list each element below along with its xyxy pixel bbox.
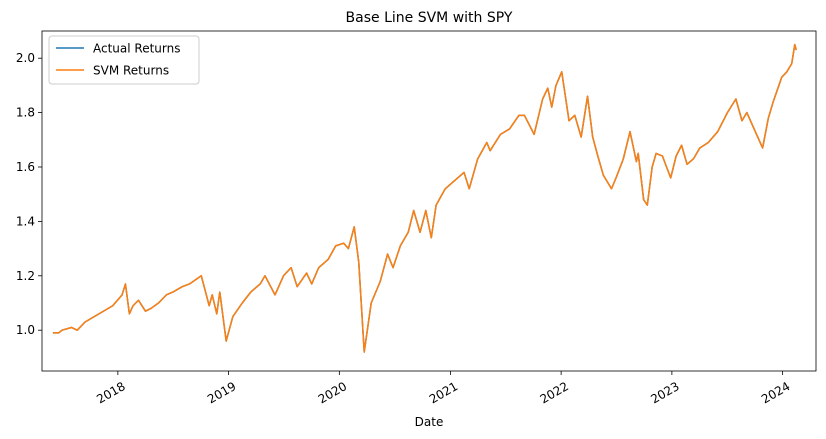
chart-title: Base Line SVM with SPY: [346, 10, 513, 26]
y-tick-label: 1.6: [16, 160, 35, 174]
series-layer: [52, 43, 798, 353]
x-tick-label: 2020: [316, 379, 349, 406]
y-tick-label: 1.8: [16, 106, 35, 120]
y-tick-label: 2.0: [16, 51, 35, 65]
plot-frame: [42, 31, 816, 371]
x-tick-label: 2024: [759, 379, 792, 406]
x-tick-label: 2022: [538, 379, 571, 406]
plot-border: [41, 30, 817, 372]
series-line-svm-returns: [52, 43, 798, 353]
legend-label-actual-returns: Actual Returns: [93, 42, 180, 56]
x-axis: 2018 2019 2020 2021 2022 2023 2024: [94, 371, 793, 406]
x-tick-label: 2019: [205, 379, 238, 406]
legend-label-svm-returns: SVM Returns: [93, 64, 169, 78]
legend-frame: [48, 35, 200, 85]
x-axis-label: Date: [415, 415, 444, 429]
y-tick-label: 1.4: [16, 214, 35, 228]
legend: Actual Returns SVM Returns: [48, 35, 200, 85]
x-tick-label: 2021: [427, 379, 460, 406]
x-tick-label: 2023: [648, 379, 681, 406]
x-tick-label: 2018: [94, 379, 127, 406]
y-tick-label: 1.2: [16, 269, 35, 283]
y-axis: 1.0 1.2 1.4 1.6 1.8 2.0: [16, 51, 42, 337]
y-tick-label: 1.0: [16, 323, 35, 337]
plot-area: 2018 2019 2020 2021 2022 2023 2024 1.01.21.41.…: [16, 30, 817, 406]
